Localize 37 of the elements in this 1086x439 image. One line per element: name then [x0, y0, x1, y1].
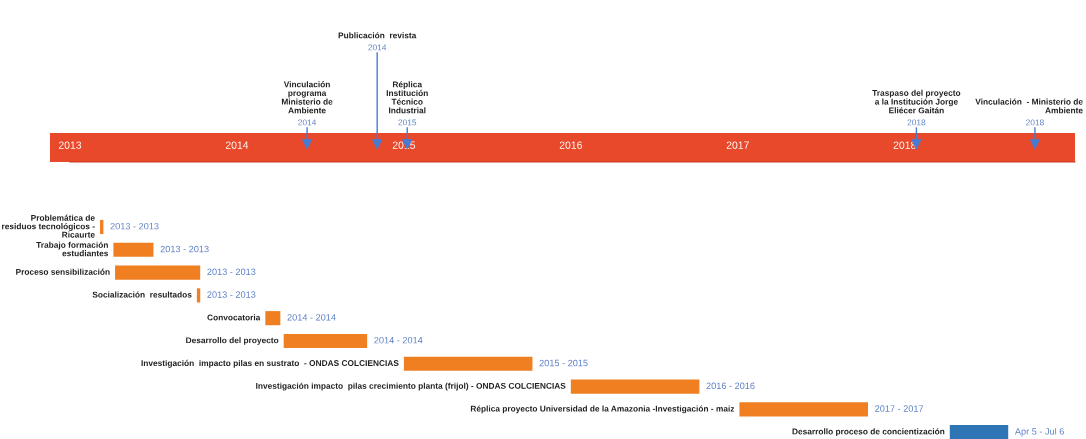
y-tick-label: Investigación impacto pilas en sustrato - ONDAS COLCIENCIAS [141, 359, 399, 368]
annotation: 2014 - 2014 [374, 336, 423, 344]
ref-line-label: Vinculación programa Ministerio de Ambiente 2014 [281, 81, 333, 126]
bar [283, 333, 368, 349]
y-tick-label: Réplica proyecto Universidad de la Amazonia -Investigación - maiz [470, 405, 735, 414]
y-tick-label: Proceso sensibilización [16, 268, 110, 275]
y-tick-label: Desarrollo del proyecto [186, 337, 279, 345]
annotation: 2015 - 2015 [539, 359, 588, 367]
y-tick-label: Investigación impacto pilas crecimiento planta (frijol) - ONDAS COLCIENCIAS [256, 382, 566, 391]
bar [570, 379, 700, 394]
y-tick-label: Problemática de residuos tecnológicos - Ricaurte [2, 214, 95, 238]
bar [115, 265, 201, 280]
annotation: 2013 - 2013 [207, 291, 256, 298]
bar [265, 311, 281, 326]
ref-line-label: Réplica Institución Técnico Industrial 2015 [386, 81, 428, 126]
ref-line-label: Traspaso del proyecto a la Institución Jorge Eliécer Gaitán 2018 [872, 89, 961, 126]
x-tick-label: 2014 [225, 141, 249, 149]
bar [403, 356, 533, 371]
y-tick-label: Convocatoria [207, 314, 261, 321]
bar [949, 425, 1009, 439]
annotation: 2016 - 2016 [706, 382, 755, 390]
annotation: 2017 - 2017 [875, 405, 924, 412]
ref-line-label: Vinculación - Ministerio de Ambiente 2018 [975, 98, 1083, 126]
x-tick-label: 2016 [559, 141, 582, 149]
annotation: Apr 5 - Jul 6 [1014, 427, 1064, 437]
annotation: 2013 - 2013 [110, 222, 159, 230]
y-tick-label: Desarrollo proceso de concientización [792, 428, 945, 437]
bar [113, 242, 154, 257]
x-tick-label: 2017 [726, 141, 749, 149]
x-tick-label: 2013 [58, 141, 82, 149]
y-tick-label: Trabajo formación estudiantes [36, 241, 109, 257]
annotation: 2014 - 2014 [287, 314, 336, 321]
bar [739, 402, 868, 417]
ref-line-label: Publicación revista 2014 [338, 32, 417, 51]
annotation: 2013 - 2013 [160, 245, 209, 253]
annotation: 2013 - 2013 [207, 268, 256, 276]
y-tick-label: Socialización resultados [92, 291, 192, 298]
